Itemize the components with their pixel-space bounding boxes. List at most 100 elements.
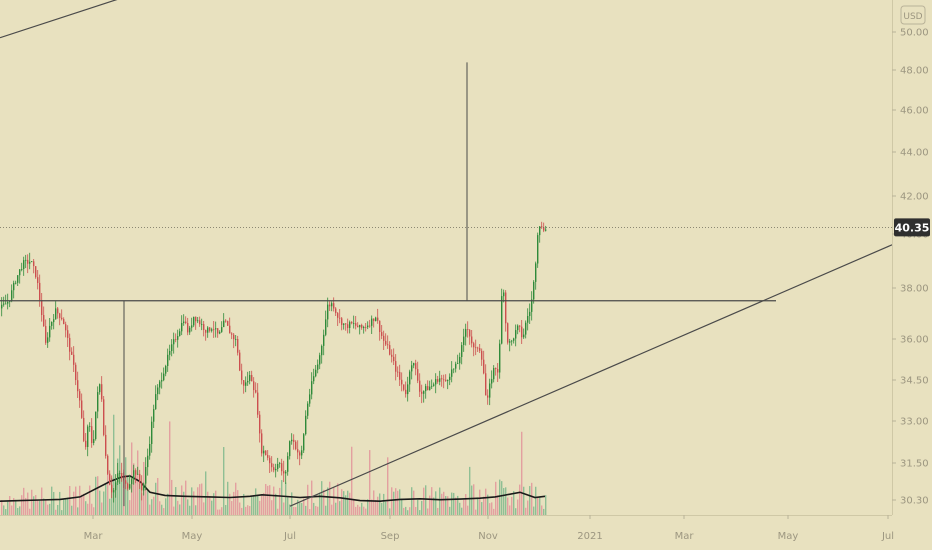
candle-down <box>365 327 367 328</box>
volume-bar <box>545 495 547 515</box>
volume-bar <box>47 504 49 515</box>
volume-bar <box>25 497 27 515</box>
volume-bar <box>257 494 259 515</box>
candle-down <box>357 325 359 328</box>
candle-down <box>351 322 353 324</box>
volume-bar <box>331 504 333 515</box>
price-axis[interactable]: USD30.3031.5033.0034.5036.0038.0040.0042… <box>892 0 930 515</box>
candle-down <box>497 369 499 373</box>
volume-bar <box>295 507 297 515</box>
volume-bar <box>299 502 301 515</box>
time-axis[interactable]: Mar May Jul Sep Nov 2021 Mar May Jul <box>0 515 894 542</box>
volume-bar <box>157 477 159 515</box>
volume-bar <box>85 501 87 515</box>
candle-down <box>347 324 349 328</box>
candle-up <box>523 334 525 338</box>
volume-bar <box>5 509 7 515</box>
candle-up <box>423 391 425 394</box>
candle-down <box>225 320 227 322</box>
candle-up <box>167 354 169 366</box>
candle-down <box>441 378 443 380</box>
volume-bar <box>539 497 541 515</box>
candle-down <box>43 315 45 327</box>
volume-bar <box>113 414 115 515</box>
candle-up <box>359 325 361 328</box>
currency-label: USD <box>903 12 922 22</box>
candle-up <box>95 411 97 439</box>
volume-bar <box>499 479 501 515</box>
candle-up <box>177 336 179 340</box>
candle-up <box>371 318 373 326</box>
candle-up <box>349 322 351 328</box>
volume-bar <box>203 502 205 515</box>
candle-up <box>15 282 17 284</box>
candle-up <box>21 269 23 270</box>
volume-bar <box>169 421 171 515</box>
volume-bar <box>19 506 21 515</box>
rising-trendline[interactable] <box>289 244 893 507</box>
volume-bar <box>491 502 493 515</box>
candle-up <box>147 455 149 468</box>
volume-bar <box>463 499 465 515</box>
candle-up <box>433 384 435 386</box>
volume-bar <box>97 476 99 515</box>
volume-bar <box>529 486 531 515</box>
candle-down <box>419 380 421 392</box>
time-tick-label: May <box>778 531 799 542</box>
volume-bar <box>303 498 305 515</box>
candle-down <box>421 391 423 394</box>
candle-down <box>415 363 417 370</box>
candle-up <box>193 316 195 326</box>
volume-bar <box>317 506 319 515</box>
candle-down <box>393 356 395 362</box>
volume-bar <box>353 498 355 515</box>
volume-bar <box>367 499 369 515</box>
volume-bar <box>335 502 337 515</box>
candle-up <box>511 340 513 342</box>
volume-bar <box>475 509 477 515</box>
time-tick-label: Jul <box>283 531 296 542</box>
candle-up <box>115 482 117 491</box>
volume-bar <box>43 498 45 515</box>
volume-bar <box>133 463 135 515</box>
volume-bar <box>285 482 287 515</box>
candle-down <box>257 392 259 415</box>
candle-down <box>139 473 141 483</box>
time-tick-label: Mar <box>84 531 104 542</box>
drawing-lines-layer <box>0 0 893 507</box>
candle-up <box>327 304 329 320</box>
top-left-trendline[interactable] <box>0 0 140 39</box>
candle-up <box>211 329 213 331</box>
volume-bar <box>23 487 25 515</box>
volume-bar <box>229 493 231 515</box>
volume-bar <box>385 501 387 515</box>
volume-bar <box>69 485 71 515</box>
candle-down <box>271 463 273 468</box>
currency-badge[interactable] <box>900 5 926 25</box>
volume-bar <box>247 505 249 515</box>
candle-down <box>297 449 299 453</box>
candle-down <box>481 350 483 360</box>
candle-down <box>485 373 487 396</box>
volume-bar <box>65 498 67 515</box>
volume-bar <box>351 446 353 515</box>
candle-up <box>133 470 135 480</box>
volume-bar <box>449 506 451 515</box>
candle-up <box>287 456 289 472</box>
candle-down <box>237 339 239 353</box>
candle-down <box>543 227 545 231</box>
volume-bar <box>425 485 427 515</box>
volume-bar <box>417 499 419 515</box>
candle-down <box>339 317 341 319</box>
volume-bar <box>389 508 391 515</box>
volume-bar <box>137 450 139 515</box>
volume-bar <box>1 500 3 515</box>
volume-bar <box>361 502 363 515</box>
candle-down <box>73 354 75 365</box>
candle-down <box>203 324 205 330</box>
candle-down <box>361 325 363 328</box>
candle-down <box>299 452 301 456</box>
candle-down <box>135 470 137 475</box>
volume-bar <box>363 506 365 515</box>
